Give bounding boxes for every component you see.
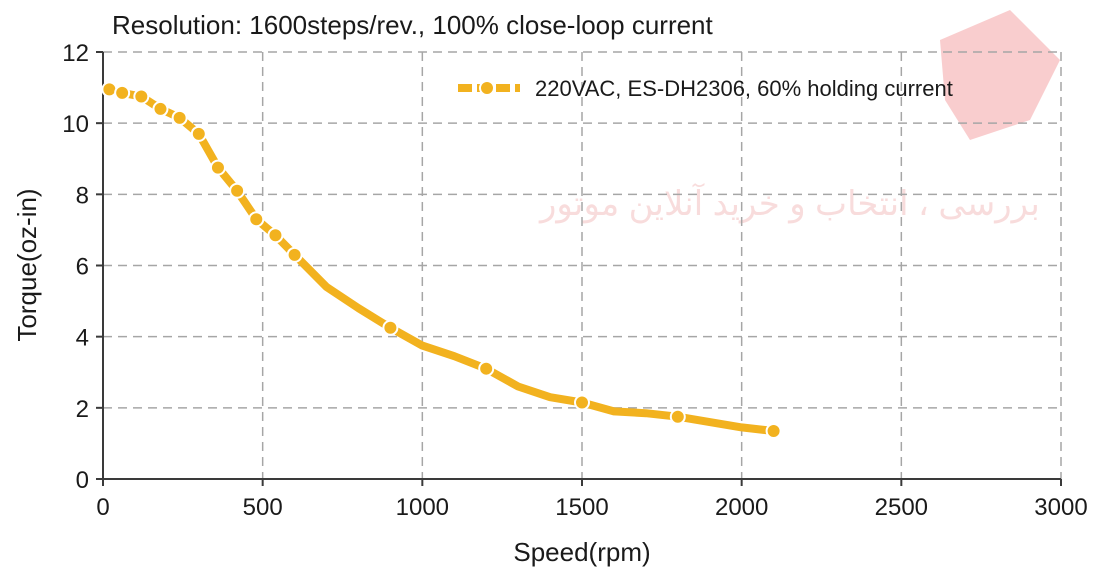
y-tick-labels: 0 2 4 6 8 10 12 <box>62 40 89 494</box>
data-point <box>574 394 590 411</box>
data-point <box>267 227 284 244</box>
x-tick-label: 2500 <box>875 494 928 521</box>
x-tick-label: 0 <box>96 494 109 521</box>
x-axis-label: Speed(rpm) <box>513 537 650 567</box>
data-point <box>286 246 303 263</box>
legend-marker <box>479 80 495 96</box>
y-tick-label: 8 <box>76 182 89 209</box>
data-point <box>478 360 495 377</box>
y-tick-label: 12 <box>62 40 89 67</box>
data-point <box>152 100 169 117</box>
data-point <box>209 159 226 176</box>
chart-title: Resolution: 1600steps/rev., 100% close-l… <box>112 10 714 40</box>
legend: 220VAC, ES-DH2306, 60% holding current <box>458 76 953 101</box>
x-tick-labels: 0 500 1000 1500 2000 2500 3000 <box>96 494 1087 521</box>
x-tick-label: 2000 <box>715 494 768 521</box>
y-axis-label: Torque(oz-in) <box>12 188 42 341</box>
x-tick-label: 1500 <box>555 494 608 521</box>
data-point <box>229 182 246 199</box>
data-point <box>248 211 265 228</box>
data-point <box>114 84 131 101</box>
series-layer <box>101 81 782 439</box>
x-tick-label: 1000 <box>396 494 449 521</box>
data-point <box>190 125 207 142</box>
x-tick-label: 500 <box>243 494 283 521</box>
axes <box>96 51 1062 486</box>
watermark-logo <box>940 10 1060 140</box>
data-point <box>669 408 686 425</box>
y-tick-label: 4 <box>76 325 89 352</box>
data-point <box>382 319 399 336</box>
y-tick-label: 6 <box>76 254 89 281</box>
legend-label: 220VAC, ES-DH2306, 60% holding current <box>535 76 953 101</box>
x-tick-label: 3000 <box>1034 494 1087 521</box>
watermark-text: بررسی ، انتخاب و خرید آنلاین موتور <box>538 183 1040 224</box>
y-tick-label: 2 <box>76 396 89 423</box>
y-tick-label: 10 <box>62 111 89 138</box>
data-point <box>765 422 782 439</box>
y-tick-label: 0 <box>76 467 89 494</box>
data-point <box>133 88 150 105</box>
series-line <box>105 85 778 435</box>
watermark: بررسی ، انتخاب و خرید آنلاین موتور <box>538 10 1060 224</box>
grid <box>103 51 1062 479</box>
data-point <box>171 109 188 126</box>
